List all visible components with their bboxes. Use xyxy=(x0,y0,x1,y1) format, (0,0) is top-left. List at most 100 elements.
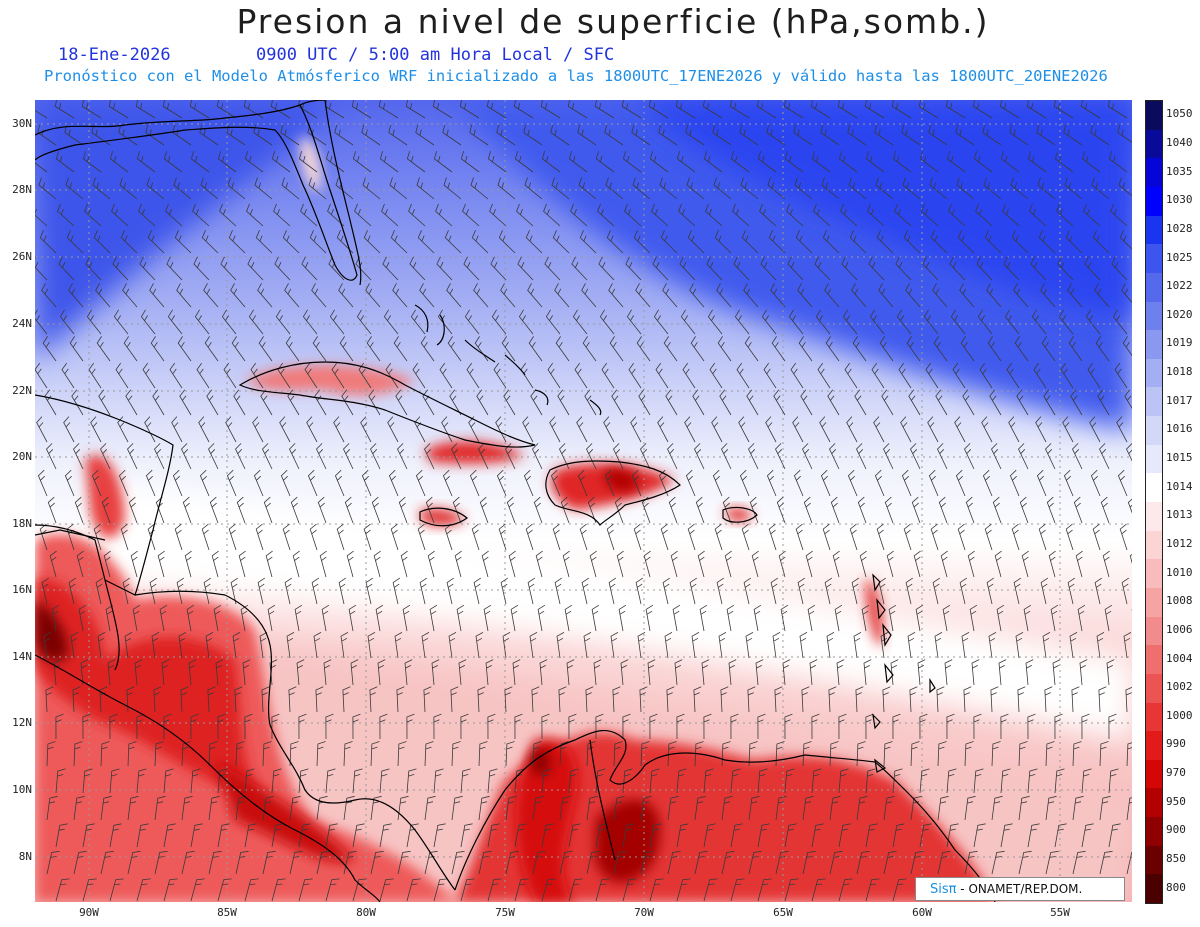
wind-barb xyxy=(325,768,336,794)
wind-barb xyxy=(937,741,947,767)
wind-barb xyxy=(802,850,816,875)
wind-barb xyxy=(300,203,318,227)
wind-barb xyxy=(909,686,918,713)
wind-barb xyxy=(171,416,183,443)
wind-barb xyxy=(292,550,300,578)
wind-barb xyxy=(775,443,786,470)
wind-barb xyxy=(687,523,696,551)
wind-barb xyxy=(954,416,966,443)
lon-label-90w: 90W xyxy=(79,906,99,919)
wind-barb xyxy=(584,389,597,416)
wind-barb xyxy=(948,203,966,227)
wind-barb xyxy=(284,577,293,605)
wind-barb xyxy=(442,469,453,497)
wind-barb xyxy=(1008,416,1020,443)
wind-barb xyxy=(419,577,428,605)
wind-barb xyxy=(660,523,669,551)
wind-barb xyxy=(63,416,75,443)
wind-barb xyxy=(712,469,723,497)
wind-barb xyxy=(136,823,149,848)
wind-barb xyxy=(640,741,650,767)
wind-barb xyxy=(668,496,678,524)
colorbar-swatch xyxy=(1146,874,1162,904)
wind-barb xyxy=(344,496,354,524)
wind-barb xyxy=(73,850,87,875)
wind-barb xyxy=(216,100,237,119)
wind-barb xyxy=(1056,203,1074,227)
wind-barb xyxy=(157,550,165,578)
wind-barb xyxy=(827,389,840,416)
wind-barb xyxy=(43,632,52,659)
wind-barb xyxy=(123,336,138,362)
wind-barb xyxy=(317,496,327,524)
wind-barb xyxy=(313,632,322,659)
wind-barb xyxy=(373,550,381,578)
wind-barb xyxy=(51,604,60,632)
colorbar-label: 1040 xyxy=(1166,135,1193,149)
wind-barb xyxy=(1124,389,1132,410)
wind-barb xyxy=(782,659,791,686)
wind-barb xyxy=(1025,659,1034,686)
wind-barb xyxy=(828,686,837,713)
wind-barb xyxy=(822,230,840,254)
wind-barb xyxy=(593,659,602,686)
wind-barb xyxy=(552,523,561,551)
wind-barb xyxy=(46,741,56,767)
wind-barb xyxy=(1116,416,1128,443)
lon-label-55w: 55W xyxy=(1050,906,1070,919)
colorbar-swatch xyxy=(1146,587,1162,618)
wind-barb xyxy=(163,823,176,848)
wind-barb xyxy=(487,823,500,848)
wind-barb xyxy=(667,850,681,875)
wind-barb xyxy=(868,256,885,281)
wind-barb xyxy=(493,362,507,389)
wind-barb xyxy=(965,496,975,524)
wind-barb xyxy=(1071,686,1080,713)
wind-barb xyxy=(98,389,111,416)
wind-barb xyxy=(486,100,507,119)
wind-barb xyxy=(547,362,561,389)
wind-barb xyxy=(917,659,926,686)
wind-barb xyxy=(55,713,64,740)
wind-barb xyxy=(555,336,570,362)
wind-barb xyxy=(343,443,354,470)
wind-barb xyxy=(689,577,698,605)
wind-barb xyxy=(352,823,365,848)
wind-barb xyxy=(811,768,822,794)
wind-barb xyxy=(663,336,678,362)
colorbar-label: 850 xyxy=(1166,852,1186,866)
wind-barb xyxy=(226,469,237,497)
wind-barb xyxy=(865,151,885,173)
wind-barb xyxy=(527,283,543,308)
wind-barb xyxy=(463,256,480,281)
wind-barb xyxy=(1068,336,1083,362)
wind-barb xyxy=(109,768,120,794)
wind-barb xyxy=(829,850,843,875)
wind-barb xyxy=(783,100,804,119)
wind-barb xyxy=(919,823,932,848)
wind-barb xyxy=(559,443,570,470)
colorbar-swatch xyxy=(1146,186,1162,217)
wind-barb xyxy=(368,389,381,416)
wind-barb xyxy=(803,496,813,524)
wind-barb xyxy=(181,795,193,821)
wind-barb xyxy=(127,795,139,821)
wind-barb xyxy=(181,850,195,875)
wind-barb xyxy=(95,577,104,605)
wind-barb xyxy=(508,550,516,578)
wind-barb xyxy=(955,124,975,146)
wind-barb xyxy=(238,550,246,578)
wind-barb xyxy=(215,659,224,686)
colorbar-swatch xyxy=(1146,530,1162,560)
wind-barb xyxy=(208,741,218,767)
wind-barb xyxy=(556,632,565,659)
wind-barb xyxy=(786,203,804,227)
wind-barb xyxy=(676,823,689,848)
wind-barb xyxy=(685,124,705,146)
wind-barb xyxy=(93,230,111,254)
wind-barb xyxy=(609,336,624,362)
wind-barb xyxy=(92,177,111,200)
wind-barb xyxy=(760,256,777,281)
wind-barb xyxy=(1045,850,1059,875)
colorbar-swatch xyxy=(1146,158,1162,188)
